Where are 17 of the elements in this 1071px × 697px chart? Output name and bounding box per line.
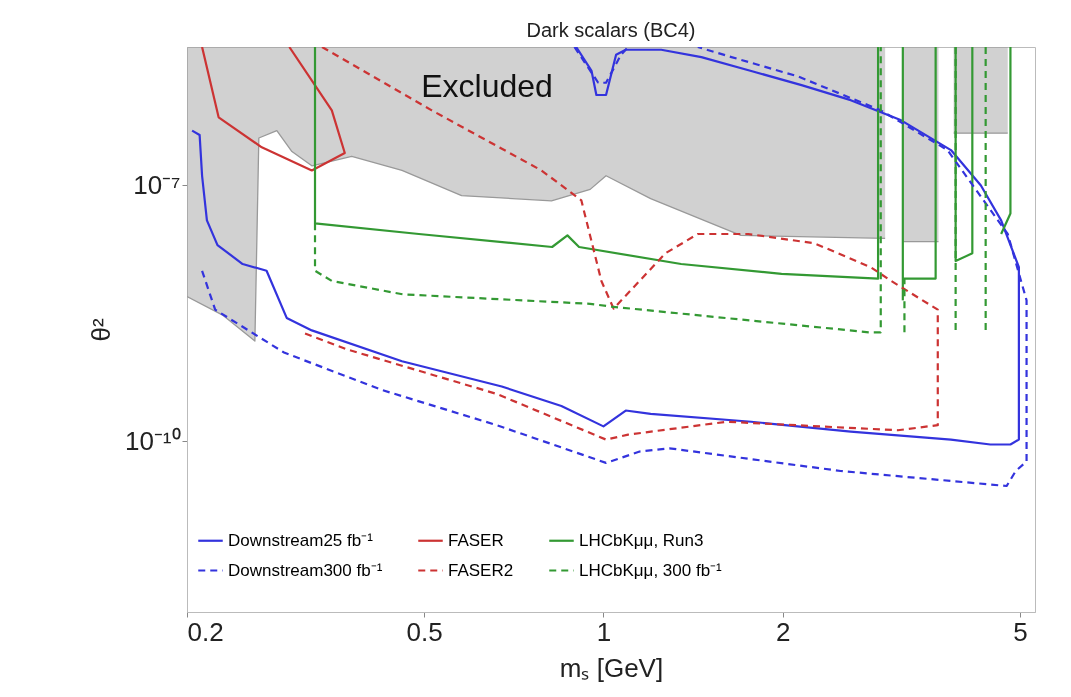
legend-label: Downstream300 fb⁻¹ — [228, 560, 383, 580]
annotation: Excluded — [421, 68, 553, 104]
y-tick-label: 10⁻⁷ — [133, 169, 181, 200]
legend-label: LHCbKμμ, 300 fb⁻¹ — [579, 560, 723, 580]
y-tick-label: 10⁻¹⁰ — [124, 425, 181, 456]
legend-label: FASER2 — [448, 560, 514, 580]
legend-label: Downstream25 fb⁻¹ — [228, 530, 374, 550]
x-tick-label: 0.2 — [187, 616, 224, 647]
y-axis-title: θ² — [85, 318, 116, 342]
x-tick-label: 5 — [1013, 616, 1028, 647]
x-axis-title: mₛ [GeV] — [559, 652, 664, 683]
x-tick-label: 2 — [776, 616, 791, 647]
legend-label: FASER — [448, 530, 504, 550]
x-tick-label: 1 — [596, 616, 612, 647]
x-tick-label: 0.5 — [406, 616, 443, 647]
legend-label: LHCbKμμ, Run3 — [579, 530, 704, 550]
chart-title: Dark scalars (BC4) — [526, 19, 696, 41]
